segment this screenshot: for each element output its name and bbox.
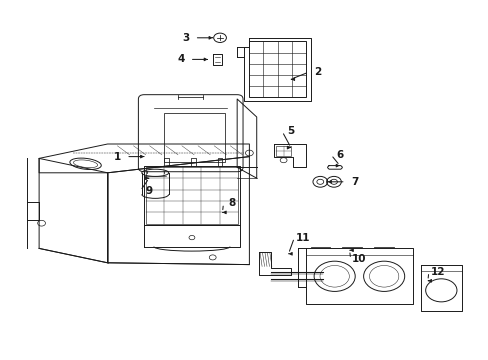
Bar — [276, 146, 291, 156]
Bar — [145, 167, 238, 224]
Text: 11: 11 — [295, 233, 310, 243]
Text: 8: 8 — [228, 198, 235, 208]
Text: 2: 2 — [314, 67, 321, 77]
Text: 3: 3 — [182, 33, 189, 43]
Text: 4: 4 — [177, 54, 184, 64]
Text: 12: 12 — [429, 267, 444, 277]
Text: 7: 7 — [350, 177, 358, 187]
Text: 10: 10 — [351, 254, 366, 264]
Bar — [249, 41, 305, 97]
Text: 1: 1 — [114, 152, 121, 162]
Text: 5: 5 — [287, 126, 294, 136]
Bar — [163, 113, 224, 162]
Text: 6: 6 — [336, 150, 343, 160]
Text: 9: 9 — [145, 186, 152, 196]
